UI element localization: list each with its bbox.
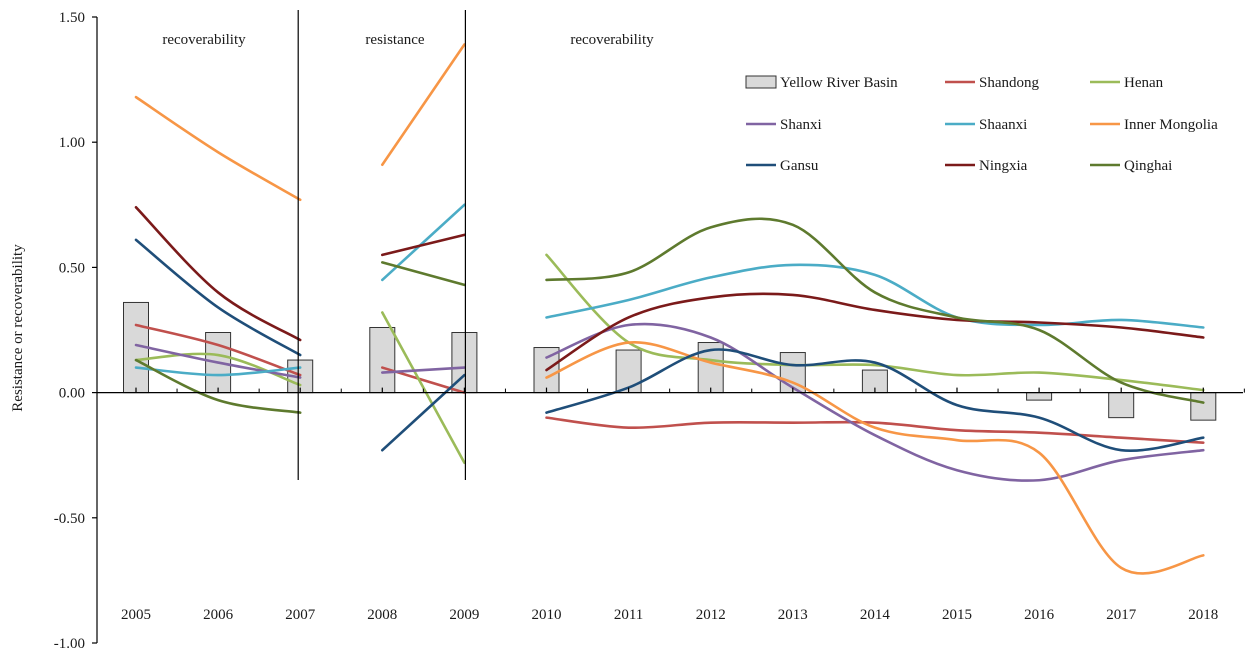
line-inner-mongolia-seg2: [381, 43, 466, 167]
line-shaanxi-seg3: [545, 263, 1205, 329]
x-tick-label: 2009: [449, 607, 479, 623]
x-tick-label: 2011: [614, 607, 643, 623]
legend-label-henan: Henan: [1124, 75, 1164, 91]
line-gansu-seg3: [545, 348, 1205, 453]
bars-group: [123, 301, 1217, 421]
bar-2018: [1190, 392, 1217, 421]
x-tick-label: 2015: [942, 607, 972, 623]
legend-label-shanxi: Shanxi: [780, 117, 822, 133]
bar-2017: [1108, 392, 1135, 419]
x-tick-label: 2018: [1188, 607, 1218, 623]
line-qinghai-seg3: [545, 217, 1205, 404]
line-shanxi-seg3: [545, 322, 1205, 482]
line-shandong-seg1: [134, 323, 302, 377]
bar-2008: [369, 326, 396, 394]
legend-label-qinghai: Qinghai: [1124, 158, 1172, 174]
x-tick-label: 2016: [1024, 607, 1055, 623]
line-gansu-seg2: [381, 373, 466, 452]
line-shanxi-seg2: [381, 366, 466, 374]
x-tick-label: 2010: [532, 607, 562, 623]
segment-labels: recoverability resistance recoverability: [162, 32, 654, 48]
x-tick-label: 2012: [696, 607, 726, 623]
bar-2016: [1026, 392, 1053, 401]
line-ningxia-seg1: [134, 206, 302, 342]
legend-label-shandong: Shandong: [979, 75, 1040, 91]
y-tick-label: 0.00: [59, 386, 85, 402]
x-tick-label: 2006: [203, 607, 234, 623]
legend-label-gansu: Gansu: [780, 158, 819, 174]
line-henan-seg2: [381, 311, 466, 465]
legend: Yellow River Basin Shandong Henan Shanxi Sha…: [745, 75, 1218, 174]
x-tick-label: 2013: [778, 607, 808, 623]
line-qinghai-seg1: [134, 358, 302, 414]
line-shandong-seg2: [381, 366, 466, 394]
line-shaanxi-seg2: [381, 203, 466, 282]
x-tick-label: 2005: [121, 607, 151, 623]
line-inner-mongolia-seg3: [545, 340, 1205, 575]
segment-label: recoverability: [570, 32, 654, 48]
legend-label-ningxia: Ningxia: [979, 158, 1028, 174]
line-henan-seg1: [134, 352, 302, 387]
line-ningxia-seg2: [381, 233, 466, 257]
legend-label-shaanxi: Shaanxi: [979, 117, 1027, 133]
line-gansu-seg1: [134, 238, 302, 357]
x-tick-label: 2017: [1106, 607, 1137, 623]
line-shandong-seg3: [545, 416, 1205, 444]
legend-swatch-yellow-river-basin: [745, 75, 777, 89]
line-ningxia-seg3: [545, 292, 1205, 372]
x-tick-label: 2014: [860, 607, 891, 623]
legend-label-inner-mongolia: Inner Mongolia: [1124, 117, 1218, 133]
segment-label: resistance: [365, 32, 424, 48]
line-shanxi-seg1: [134, 343, 302, 379]
lines-group: [134, 43, 1205, 575]
y-tick-label: 0.50: [59, 260, 85, 276]
line-henan-seg3: [545, 253, 1205, 392]
y-axis-label: Resistance or recoverability: [10, 244, 26, 412]
line-inner-mongolia-seg1: [134, 95, 302, 202]
y-tick-label: -0.50: [54, 511, 85, 527]
axes-group: 1.50 1.00 0.50 0.00 -0.50 -1.00 2005 2006 2007 20…: [54, 10, 1245, 652]
y-tick-label: 1.50: [59, 10, 85, 26]
x-tick-label: 2007: [285, 607, 316, 623]
y-tick-label: 1.00: [59, 135, 85, 151]
x-tick-label: 2008: [367, 607, 397, 623]
bar-2011: [615, 349, 642, 394]
legend-label-yellow-river-basin: Yellow River Basin: [780, 75, 898, 91]
line-qinghai-seg2: [381, 261, 466, 287]
segment-label: recoverability: [162, 32, 246, 48]
y-tick-label: -1.00: [54, 636, 85, 652]
